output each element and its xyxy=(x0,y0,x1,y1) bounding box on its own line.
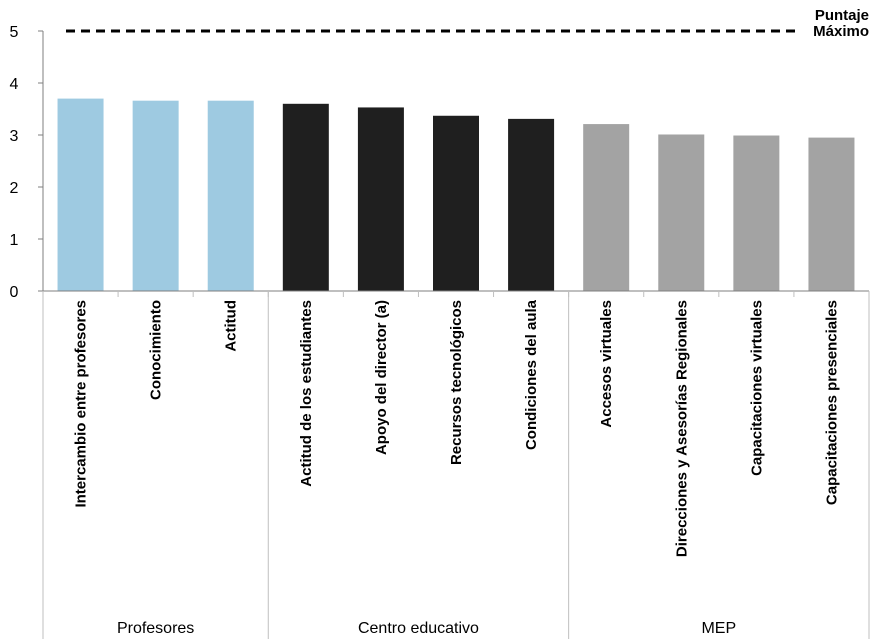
y-tick-label: 0 xyxy=(10,284,19,301)
bar xyxy=(132,100,179,292)
y-tick-label: 3 xyxy=(10,128,19,145)
bar xyxy=(658,134,705,291)
group-label: Profesores xyxy=(117,620,194,637)
bar xyxy=(733,135,780,291)
max-score-label: Máximo xyxy=(813,23,869,40)
y-tick-label: 2 xyxy=(10,180,19,197)
group-label: Centro educativo xyxy=(358,620,479,637)
x-axis: Intercambio entre profesores Conocimiento… xyxy=(42,290,870,639)
category-label: Direcciones y Asesorías Regionales xyxy=(673,300,690,557)
category-label: Conocimiento xyxy=(148,300,165,400)
bar xyxy=(808,137,855,291)
category-label: Accesos virtuales xyxy=(598,300,615,428)
bar xyxy=(357,107,404,291)
category-label: Condiciones del aula xyxy=(523,299,540,450)
bar xyxy=(57,98,104,291)
category-label: Intercambio entre profesores xyxy=(73,300,90,508)
bars xyxy=(57,98,855,292)
group-label: MEP xyxy=(701,620,736,637)
bar xyxy=(583,124,630,291)
y-axis: 0 1 2 3 4 5 xyxy=(10,24,44,301)
max-score-label: Puntaje xyxy=(815,7,869,24)
bar xyxy=(508,118,555,291)
y-tick-label: 4 xyxy=(10,76,19,93)
category-label: Capacitaciones virtuales xyxy=(748,300,765,476)
category-label: Capacitaciones presenciales xyxy=(823,300,840,505)
category-label: Actitud de los estudiantes xyxy=(298,300,315,487)
y-tick-label: 1 xyxy=(10,232,19,249)
category-label: Apoyo del director (a) xyxy=(373,300,390,455)
category-label: Actitud xyxy=(223,300,240,352)
y-tick-label: 5 xyxy=(10,24,19,41)
bar xyxy=(282,103,329,291)
bar xyxy=(207,100,254,292)
category-label: Recursos tecnológicos xyxy=(448,300,465,465)
bar xyxy=(433,115,479,291)
